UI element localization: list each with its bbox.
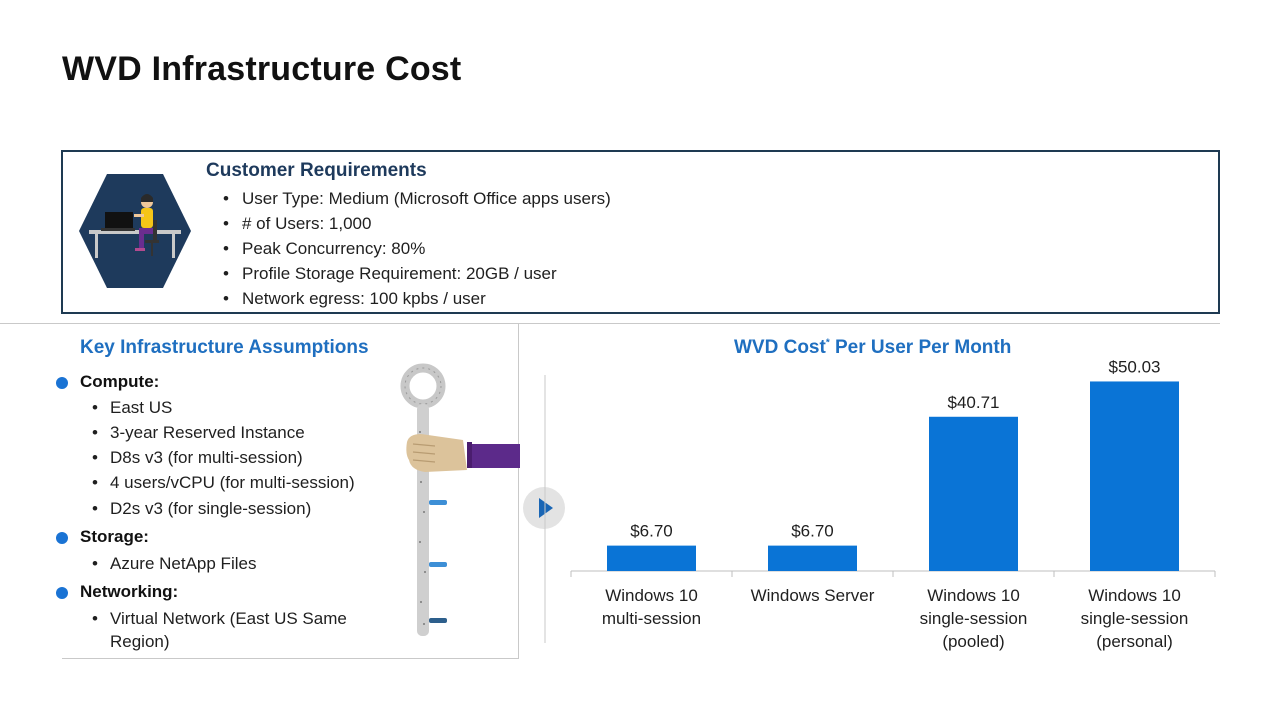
list-item: # of Users: 1,000 <box>223 211 611 236</box>
list-item: • 4 users/vCPU (for multi-session) <box>92 471 382 494</box>
list-item: • Virtual Network (East US Same Region) <box>92 607 382 653</box>
bar <box>607 545 696 571</box>
list-item: Profile Storage Requirement: 20GB / user <box>223 261 611 286</box>
data-label: $40.71 <box>948 393 1000 412</box>
list-item-text: D2s v3 (for single-session) <box>110 499 312 518</box>
bullet-dot-icon <box>56 532 68 544</box>
requirements-list: User Type: Medium (Microsoft Office apps… <box>223 186 611 311</box>
chart-title-footnote-mark: * <box>825 337 830 349</box>
bar <box>1090 381 1179 571</box>
hand-icon <box>406 434 520 472</box>
chart-panel <box>518 323 1220 659</box>
list-item-text: 4 users/vCPU (for multi-session) <box>110 473 355 492</box>
category-label: Windows 10 <box>605 586 698 605</box>
list-item-text: 3-year Reserved Instance <box>110 423 305 442</box>
list-item-text: Azure NetApp Files <box>110 554 257 573</box>
list-item-text: Virtual Network (East US Same Region) <box>110 609 347 651</box>
list-item: • 3-year Reserved Instance <box>92 421 382 444</box>
list-item-text: D8s v3 (for multi-session) <box>110 448 303 467</box>
chart-title: WVD Cost* Per User Per Month <box>734 337 1011 359</box>
chart-title-rest: Per User Per Month <box>829 337 1012 358</box>
networking-heading: Networking: <box>80 582 179 601</box>
cost-bar-chart: $6.70 Windows 10 multi-session $6.70 Windows… <box>544 360 1216 651</box>
category-label: single-session <box>1081 609 1189 628</box>
data-label: $6.70 <box>630 522 673 541</box>
list-item: Network egress: 100 kpbs / user <box>223 286 611 311</box>
divider <box>0 323 62 324</box>
data-label: $6.70 <box>791 522 834 541</box>
category-label: multi-session <box>602 609 701 628</box>
list-item: User Type: Medium (Microsoft Office apps… <box>223 186 611 211</box>
data-label: $50.03 <box>1109 360 1161 376</box>
category-label: (personal) <box>1096 632 1173 651</box>
storage-heading: Storage: <box>80 527 149 546</box>
category-label: single-session <box>920 609 1028 628</box>
play-icon[interactable] <box>522 486 566 530</box>
category-label: Windows Server <box>751 586 875 605</box>
customer-requirements-title: Customer Requirements <box>206 160 427 181</box>
list-item: Peak Concurrency: 80% <box>223 236 611 261</box>
bar <box>768 545 857 571</box>
person-at-desk-icon <box>79 174 191 288</box>
list-item: • D2s v3 (for single-session) <box>92 497 382 520</box>
category-label: Windows 10 <box>1088 586 1181 605</box>
chart-title-main: WVD Cost <box>734 337 826 358</box>
category-label: (pooled) <box>942 632 1004 651</box>
bullet-dot-icon <box>56 587 68 599</box>
bullet-dot-icon <box>56 377 68 389</box>
assumptions-title: Key Infrastructure Assumptions <box>80 337 369 358</box>
list-item: • East US <box>92 396 382 419</box>
list-item-text: East US <box>110 398 173 417</box>
assumptions-panel <box>62 323 519 659</box>
page-title: WVD Infrastructure Cost <box>62 50 462 88</box>
list-item: • D8s v3 (for multi-session) <box>92 446 382 469</box>
bar <box>929 416 1018 571</box>
key-icon <box>400 363 520 636</box>
customer-requirements-panel: Customer Requirements User Type: Medium … <box>61 150 1220 314</box>
compute-heading: Compute: <box>80 372 160 391</box>
list-item: • Azure NetApp Files <box>92 552 382 575</box>
category-label: Windows 10 <box>927 586 1020 605</box>
